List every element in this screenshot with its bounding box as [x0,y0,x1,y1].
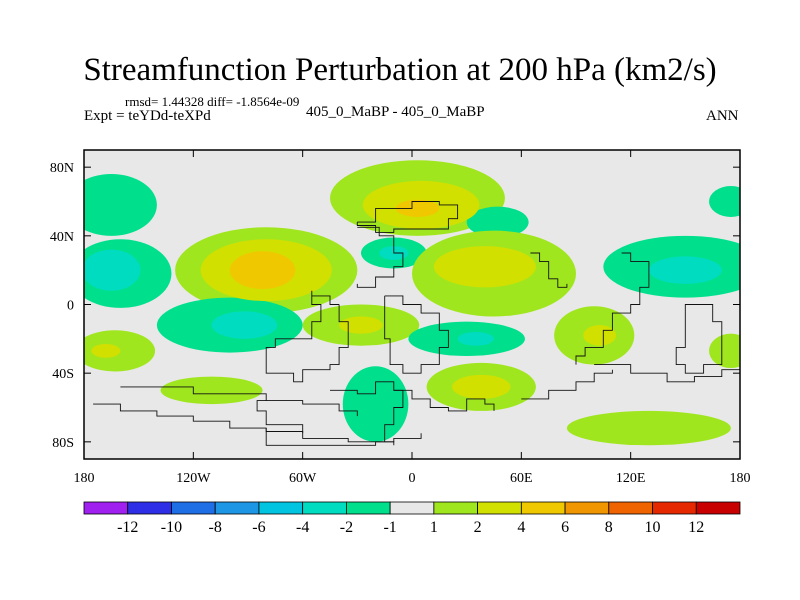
colorbar-label: -8 [209,519,222,536]
axes: 180 120W 60W 0 60E 120E 180 80N 40N 0 40S 80S [50,150,751,486]
coastline [356,201,459,233]
coastline [384,295,449,374]
colorbar-label: -4 [296,519,309,536]
contour-region [433,246,536,288]
colorbar: -12 -10 -8 -6 -4 -2 -1 1 2 4 6 8 10 12 [83,501,741,536]
colorbar-swatch [520,501,566,515]
contour-region [648,256,722,284]
y-tick-label: 80N [50,161,74,176]
coastline [120,386,358,417]
coastline [356,226,404,288]
coastline [256,400,304,434]
x-tick-label: 60E [510,471,533,486]
case-label: 405_0_MaBP - 405_0_MaBP [306,104,485,120]
coastline [575,252,650,365]
y-tick-label: 40S [52,367,74,382]
contour-region [395,199,440,217]
x-tick-label: 120W [176,471,211,486]
colorbar-label: 4 [517,519,525,536]
contour-region [339,316,383,334]
chart-title: Streamfunction Perturbation at 200 hPa (… [83,52,717,88]
colorbar-swatch [389,501,435,515]
colorbar-swatch [345,501,391,515]
season-label: ANN [706,108,739,124]
colorbar-label: -12 [117,519,138,536]
colorbar-label: -6 [252,519,265,536]
contour-region [342,366,409,442]
colorbar-swatch [171,501,216,515]
colorbar-swatch [127,501,172,515]
contour-region [452,374,511,399]
y-tick-label: 0 [67,299,74,314]
contour-region [466,206,529,238]
coastline [521,369,613,400]
colorbar-swatch [477,501,522,515]
colorbar-swatch [608,501,653,515]
contour-region [160,376,263,405]
contour-region [84,174,157,236]
contour-region [84,249,141,291]
contour-region [709,186,740,217]
contour-region [211,311,278,339]
contour-region [229,251,296,290]
coastline [594,364,740,383]
contour-region [709,333,740,369]
colorbar-label: 12 [688,519,704,536]
contour-region [583,325,617,346]
colorbar-swatch [652,501,697,515]
coastline [384,389,404,442]
coastline [265,428,395,446]
x-tick-label: 60W [289,471,317,486]
experiment-label: Expt = teYDd-teXPd [84,108,211,124]
colorbar-swatch [302,501,347,515]
contour-region [457,331,494,346]
colorbar-label: 2 [474,519,482,536]
y-tick-label: 40N [50,230,74,245]
colorbar-swatch [433,501,479,515]
coastline [265,290,349,383]
colorbar-swatch [83,501,129,515]
colorbar-label: -1 [383,519,396,536]
colorbar-label: -10 [161,519,182,536]
colorbar-swatch [214,501,260,515]
contour-region [566,410,731,446]
y-tick-label: 80S [52,436,74,451]
coastline [330,381,495,412]
contour-region [91,343,121,358]
colorbar-swatch [258,501,304,515]
coastline [530,252,568,288]
colorbar-label: 8 [605,519,613,536]
colorbar-swatch [695,501,741,515]
coastline [675,304,723,374]
coastlines [93,201,740,446]
stats-label: rmsd= 1.44328 diff= -1.8564e-09 [125,94,300,109]
x-tick-label: 180 [74,471,95,486]
colorbar-label: 6 [561,519,569,536]
colorbar-label: 10 [645,519,661,536]
x-tick-label: 0 [409,471,416,486]
colorbar-label: -2 [340,519,353,536]
colorbar-label: 1 [430,519,438,536]
colorbar-swatch [564,501,610,515]
x-tick-label: 180 [730,471,751,486]
x-tick-label: 120E [616,471,646,486]
